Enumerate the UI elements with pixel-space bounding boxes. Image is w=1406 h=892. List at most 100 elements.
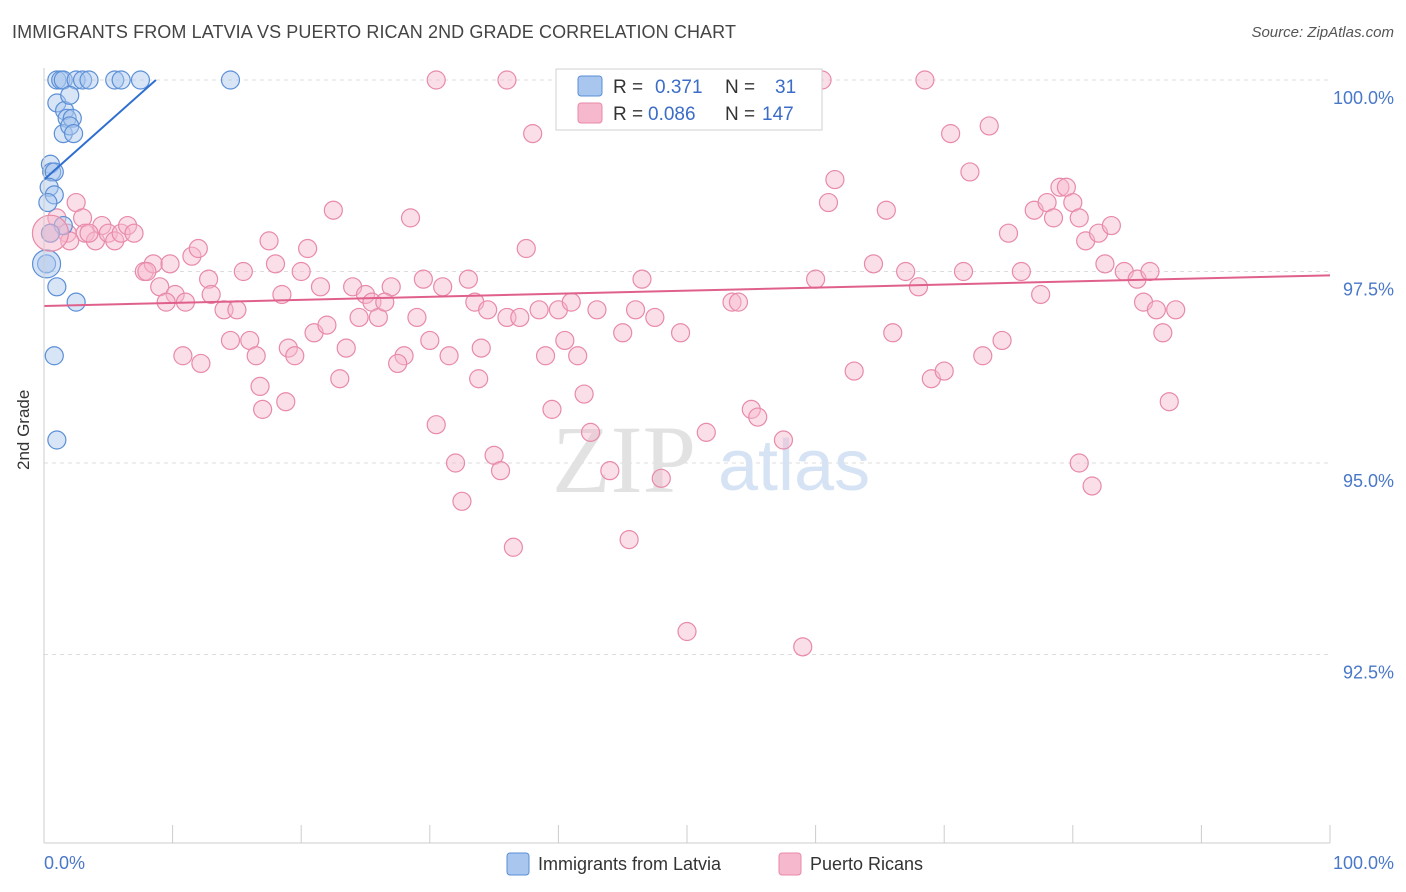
x-tick-label-min: 0.0% — [44, 853, 85, 873]
point-puerto-rican — [619, 529, 639, 550]
point-puerto-rican — [670, 323, 691, 343]
point-puerto-rican — [250, 376, 270, 396]
point-puerto-rican — [844, 361, 864, 381]
point-puerto-rican — [741, 399, 761, 419]
point-puerto-rican — [934, 361, 954, 381]
point-latvia — [63, 124, 84, 144]
point-puerto-rican — [1101, 215, 1121, 236]
point-puerto-rican — [973, 346, 993, 366]
point-puerto-rican — [818, 192, 839, 213]
point-puerto-rican — [941, 124, 961, 144]
point-puerto-rican — [272, 284, 292, 305]
point-puerto-rican — [426, 70, 446, 90]
point-puerto-rican — [587, 300, 607, 320]
point-puerto-rican — [259, 231, 279, 251]
point-puerto-rican — [173, 346, 193, 366]
trendlines — [43, 79, 1331, 307]
point-latvia — [220, 70, 241, 90]
point-puerto-rican — [400, 208, 421, 228]
point-puerto-rican — [349, 307, 369, 328]
point-puerto-rican — [613, 323, 633, 343]
y-tick-label: 100.0% — [1333, 88, 1394, 108]
point-puerto-rican — [805, 269, 826, 289]
chart-source: Source: ZipAtlas.com — [1251, 24, 1394, 41]
point-puerto-rican — [375, 292, 395, 312]
x-tick-label-max: 100.0% — [1333, 853, 1394, 873]
stats-swatch-pink — [577, 102, 603, 124]
point-puerto-rican — [825, 169, 845, 190]
stats-r-value: 0.086 — [648, 104, 696, 125]
point-puerto-rican — [883, 323, 903, 343]
point-puerto-rican — [420, 330, 440, 351]
point-puerto-rican — [542, 399, 562, 419]
point-puerto-rican — [529, 300, 549, 320]
point-puerto-rican — [1159, 392, 1179, 412]
x-tick-labels: 0.0% 100.0% — [44, 853, 1394, 873]
point-latvia — [105, 70, 125, 90]
point-puerto-rican — [908, 277, 929, 297]
point-puerto-rican — [568, 346, 588, 366]
legend-label-latvia: Immigrants from Latvia — [538, 854, 722, 874]
point-puerto-rican — [458, 269, 478, 289]
point-puerto-rican — [1146, 300, 1166, 320]
point-puerto-rican — [469, 369, 489, 389]
point-puerto-rican — [863, 254, 884, 274]
point-puerto-rican — [651, 468, 671, 488]
point-puerto-rican — [199, 269, 219, 289]
stats-r-label: R = — [613, 104, 643, 125]
watermark: ZIP atlas — [552, 406, 870, 513]
point-puerto-rican — [1166, 300, 1186, 320]
y-tick-labels: 100.0% 97.5% 95.0% 92.5% — [1333, 88, 1394, 683]
point-puerto-rican — [143, 254, 163, 274]
point-puerto-rican — [696, 422, 716, 442]
data-points — [31, 70, 1186, 657]
trendline-puerto-ricans — [43, 274, 1331, 307]
point-puerto-rican — [278, 338, 298, 358]
point-puerto-rican — [953, 261, 974, 282]
point-puerto-rican — [220, 330, 241, 351]
stats-box: R = 0.371 N = 31 R = 0.086 N = 147 — [555, 68, 823, 131]
point-puerto-rican — [896, 261, 916, 282]
point-puerto-rican — [748, 407, 768, 427]
point-latvia — [66, 292, 86, 312]
point-puerto-rican — [1011, 261, 1031, 282]
point-latvia — [62, 108, 82, 128]
stats-r-label: R = — [613, 77, 643, 98]
point-puerto-rican — [265, 254, 286, 274]
point-latvia — [72, 70, 93, 90]
point-puerto-rican — [323, 200, 343, 220]
stats-swatch-blue — [577, 75, 603, 97]
point-puerto-rican — [728, 292, 749, 312]
trendline-latvia — [43, 79, 157, 181]
point-puerto-rican — [561, 292, 581, 312]
point-puerto-rican — [645, 307, 665, 328]
point-puerto-rican — [523, 124, 543, 144]
point-puerto-rican — [105, 231, 125, 251]
y-tick-label: 95.0% — [1343, 471, 1394, 491]
point-latvia — [47, 430, 67, 450]
point-puerto-rican — [960, 162, 980, 182]
point-puerto-rican — [298, 238, 318, 259]
point-puerto-rican — [600, 461, 620, 481]
point-puerto-rican — [227, 300, 247, 320]
legend: Immigrants from Latvia Puerto Ricans — [506, 852, 923, 876]
point-puerto-rican — [625, 300, 646, 320]
point-puerto-rican — [310, 277, 331, 297]
point-puerto-rican — [574, 384, 594, 404]
point-puerto-rican — [1095, 254, 1115, 274]
point-puerto-rican — [510, 307, 530, 328]
point-puerto-rican — [117, 215, 138, 236]
point-puerto-rican — [1043, 208, 1064, 228]
stats-n-value: 147 — [762, 104, 794, 125]
watermark-atlas: atlas — [718, 426, 870, 506]
point-puerto-rican — [413, 269, 433, 289]
point-latvia — [79, 70, 99, 90]
point-puerto-rican — [722, 292, 742, 312]
point-puerto-rican — [497, 70, 517, 90]
point-puerto-rican — [992, 330, 1012, 351]
point-puerto-rican — [471, 338, 491, 358]
point-puerto-rican — [1140, 261, 1160, 282]
point-puerto-rican — [1069, 453, 1089, 473]
point-puerto-rican — [317, 315, 337, 335]
